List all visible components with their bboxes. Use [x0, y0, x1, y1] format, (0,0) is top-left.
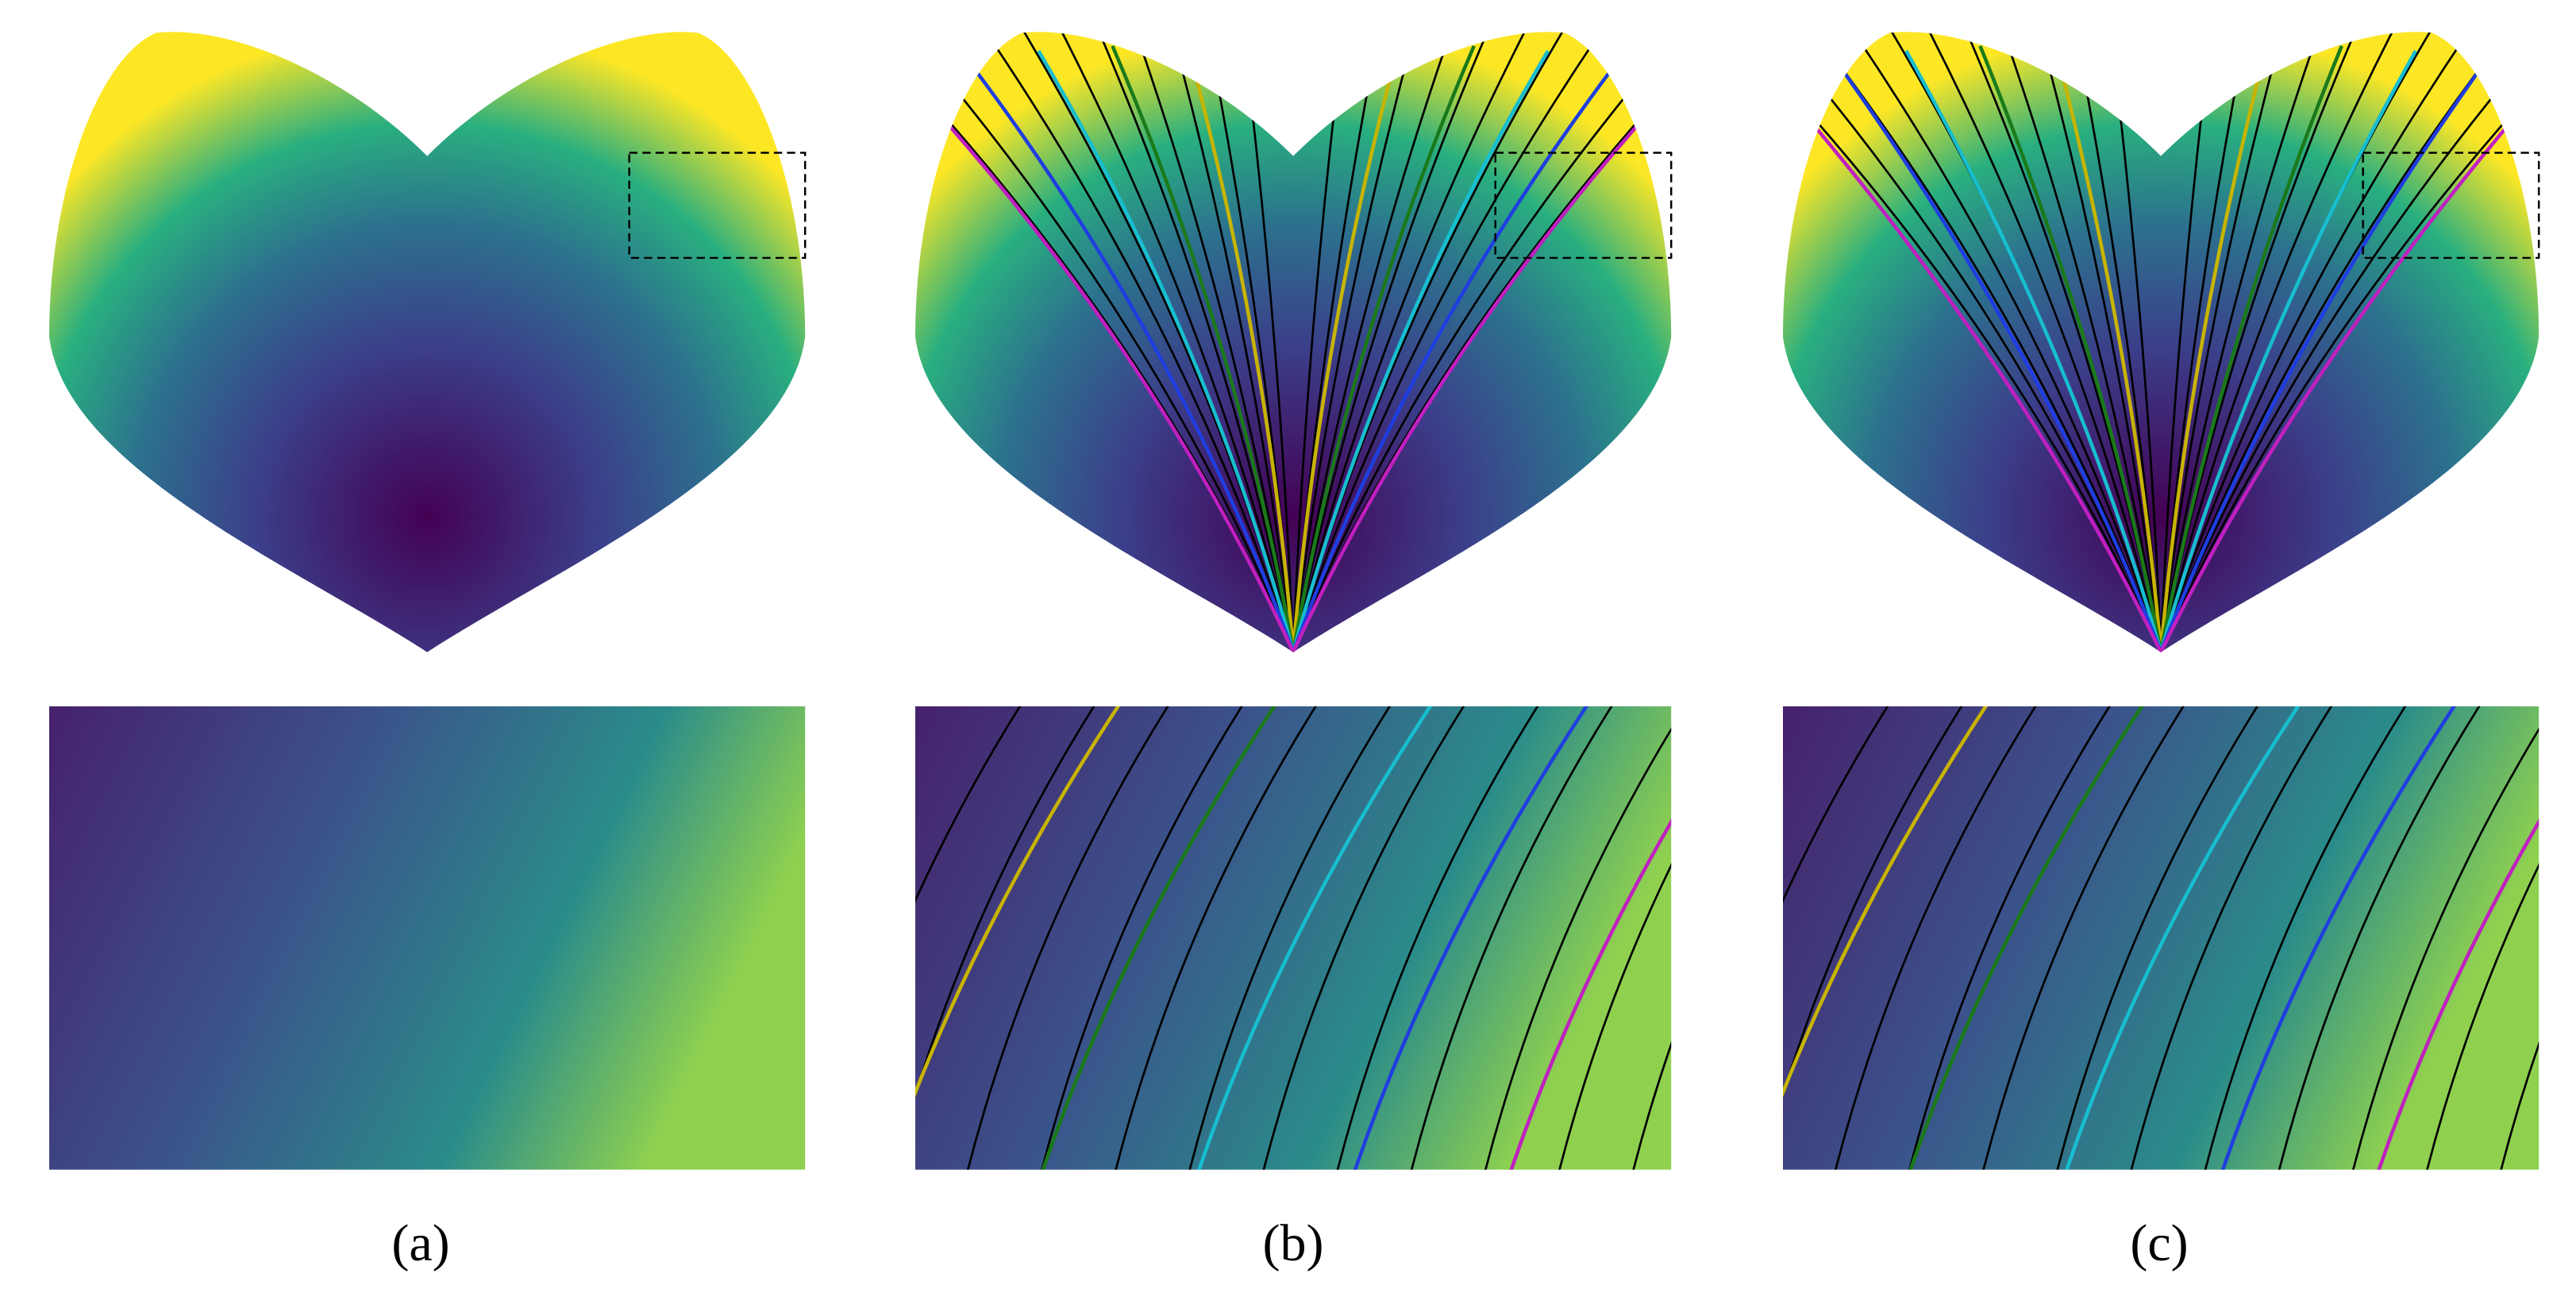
contour — [2158, 55, 2491, 652]
contour — [2352, 727, 2539, 1170]
contour — [1834, 706, 2037, 1170]
contour — [1291, 45, 1476, 652]
contour — [1509, 818, 1672, 1170]
contour — [1095, 32, 1295, 652]
contour — [1998, 32, 2162, 652]
contour — [915, 706, 1022, 903]
contour — [1783, 706, 1989, 1098]
contour — [2158, 45, 2343, 652]
panel-label: (c) — [2130, 1214, 2188, 1272]
panel-c-zoom — [1783, 706, 2539, 1170]
contour — [1783, 40, 2162, 652]
contour — [2159, 32, 2287, 652]
contour — [2158, 40, 2270, 652]
contour — [2159, 43, 2539, 652]
contour — [1291, 40, 1402, 652]
panel-c-heart — [1783, 32, 2540, 652]
contour — [1353, 706, 1589, 1170]
contour — [1041, 706, 1243, 1170]
panel-b-heart — [915, 32, 1673, 652]
contour — [2130, 706, 2333, 1170]
panel-label: (b) — [1263, 1214, 1324, 1272]
contour — [1188, 706, 1392, 1170]
contour — [2159, 60, 2539, 652]
contour — [1111, 45, 1296, 652]
contour — [1184, 40, 1296, 652]
contour — [2220, 706, 2457, 1170]
contour — [1783, 706, 1963, 1098]
contour — [2204, 706, 2407, 1170]
contour — [986, 33, 1295, 652]
contour — [2377, 818, 2539, 1170]
contour — [1262, 706, 1465, 1170]
contour — [915, 40, 1295, 652]
contour — [1831, 55, 2163, 652]
contour — [1410, 706, 1613, 1170]
contour — [915, 59, 1296, 652]
contour — [2159, 33, 2468, 652]
contour — [1982, 706, 2185, 1170]
contour — [2065, 706, 2301, 1170]
contour — [1037, 49, 1296, 652]
contour — [2159, 32, 2324, 652]
contour — [1167, 32, 1295, 652]
contour — [1292, 32, 1528, 652]
panel-label: (a) — [391, 1214, 449, 1272]
contour — [1558, 863, 1672, 1170]
panel-a-heart — [49, 32, 807, 652]
contour — [963, 54, 1296, 652]
contour — [1292, 40, 1672, 652]
contour — [1058, 32, 1295, 652]
contour — [2159, 40, 2539, 652]
contour — [2158, 50, 2417, 652]
contour — [1978, 45, 2163, 652]
contour — [2035, 32, 2162, 652]
contour — [1291, 54, 1623, 652]
panel-a-zoom — [49, 706, 806, 1170]
contour — [1292, 32, 1419, 652]
contour — [1291, 49, 1550, 652]
contour — [2500, 1040, 2539, 1170]
panel-b-zoom — [915, 706, 1672, 1170]
contour — [2278, 706, 2481, 1170]
contour — [1908, 706, 2144, 1170]
contour — [1632, 1040, 1672, 1170]
contour — [2159, 32, 2396, 652]
contour — [1041, 706, 1276, 1170]
contour — [1197, 706, 1433, 1170]
contour — [1292, 32, 1492, 652]
contour — [1904, 50, 2163, 652]
contour — [2056, 706, 2259, 1170]
contour — [1484, 727, 1672, 1170]
contour — [1292, 59, 1672, 652]
contour — [915, 706, 1095, 1098]
contour — [2426, 863, 2539, 1170]
contour — [1926, 32, 2162, 652]
contour — [1908, 706, 2111, 1170]
contour — [1783, 60, 2163, 652]
contour — [1854, 33, 2162, 652]
contour — [1336, 706, 1539, 1170]
contour — [915, 706, 1121, 1098]
contour — [1783, 43, 2162, 652]
contour — [966, 706, 1169, 1170]
contour — [1783, 706, 1889, 903]
contour — [1115, 706, 1317, 1170]
contour — [1292, 33, 1600, 652]
contour — [2052, 40, 2163, 652]
